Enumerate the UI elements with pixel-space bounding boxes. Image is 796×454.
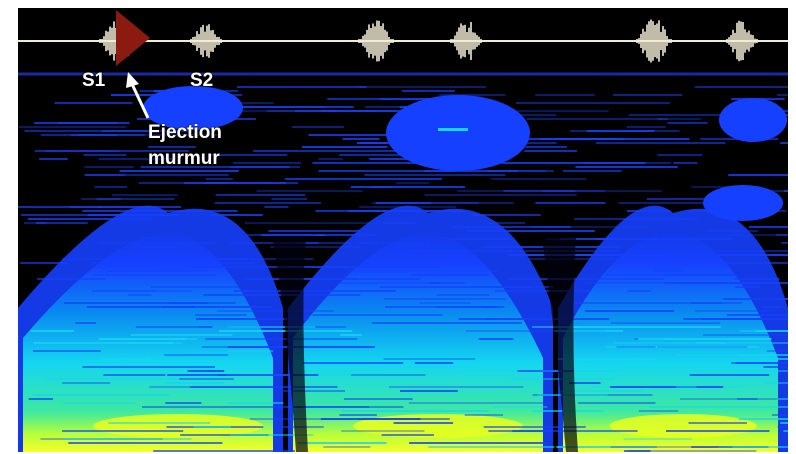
annotation-line-2: murmur (148, 148, 220, 169)
spectral-streaks (18, 86, 788, 452)
heart-sound-burst-6 (726, 20, 758, 62)
s1-label: S1 (82, 70, 106, 91)
s2-label: S2 (190, 70, 214, 91)
heart-sound-burst-3 (358, 20, 394, 62)
ejection-murmur-annotation: Ejection murmur (148, 120, 222, 172)
phonocardiogram-figure: S1 S2 Ejection murmur (18, 8, 788, 452)
murmur-energy-3 (719, 98, 787, 142)
murmur-energy-2 (386, 95, 530, 171)
spectrogram-svg (18, 10, 788, 452)
annotation-line-1: Ejection (148, 122, 222, 143)
heart-sound-burst-4 (450, 22, 482, 60)
spectral-band-cycle-3 (558, 205, 788, 452)
arrow-icon (126, 72, 150, 119)
heart-sound-burst-2 (190, 24, 222, 58)
spectrogram (18, 86, 788, 452)
triangle-marker-icon (116, 10, 150, 66)
heart-sound-burst-5 (636, 19, 672, 63)
